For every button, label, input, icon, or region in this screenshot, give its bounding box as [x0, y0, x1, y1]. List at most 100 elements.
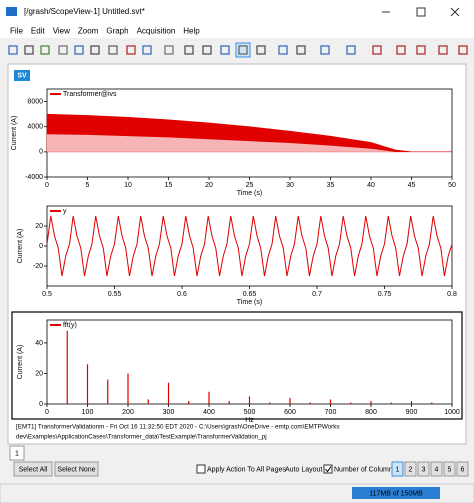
selected-panel[interactable]: [11, 311, 463, 420]
toolbar: [8, 42, 468, 58]
memory-bar: [352, 487, 440, 499]
toolbar-icon: [202, 45, 212, 55]
auto-layout-label[interactable]: Auto Layout: [285, 466, 322, 473]
column-button[interactable]: [456, 461, 469, 477]
x-axis-label: Time (s): [237, 299, 262, 306]
x-tick-label: 100: [82, 409, 94, 416]
menu-item[interactable]: Zoom: [78, 27, 99, 36]
x-tick-label: 0.6: [177, 291, 187, 298]
menu-item[interactable]: File: [10, 27, 23, 36]
x-tick-label: 15: [165, 182, 173, 189]
menu-item[interactable]: Help: [183, 27, 200, 36]
series-line: [46, 215, 453, 277]
x-tick-label: 700: [325, 409, 337, 416]
column-button[interactable]: [430, 461, 443, 477]
toolbar-icon: [74, 45, 84, 55]
toolbar-icon: [40, 45, 50, 55]
info-line: [EMT1] TransformerValidationm - Fri Oct …: [16, 424, 340, 431]
y-axis-label: Current (A): [17, 229, 24, 264]
y-tick-label: -20: [33, 263, 43, 270]
toolbar-icon: [438, 45, 448, 55]
toolbar-icon: [8, 45, 18, 55]
column-button[interactable]: [391, 461, 404, 477]
check-mark: [325, 466, 332, 473]
x-axis-label: Time (s): [237, 190, 262, 197]
columns-checkbox[interactable]: [323, 464, 333, 474]
maximize-button[interactable]: [416, 7, 426, 17]
select-none-button[interactable]: [54, 461, 99, 477]
x-tick-label: 200: [122, 409, 134, 416]
toolbar-icon: [296, 45, 306, 55]
x-tick-label: 1000: [444, 409, 460, 416]
column-button-label[interactable]: 2: [409, 466, 413, 473]
toolbar-icon: [458, 45, 468, 55]
x-tick-label: 30: [286, 182, 294, 189]
toolbar-icon: [372, 45, 382, 55]
menu-item[interactable]: Acquisition: [137, 27, 176, 36]
x-axis-label: Hz: [245, 417, 254, 424]
y-tick-label: 0: [39, 401, 43, 408]
toolbar-icon: [24, 45, 34, 55]
close-button[interactable]: [450, 7, 460, 17]
columns-label[interactable]: Number of Columns: [334, 466, 397, 473]
toolbar-icon: [238, 45, 248, 55]
toolbar-icon: [58, 45, 68, 55]
menu-item[interactable]: Edit: [31, 27, 46, 36]
page-tab-label[interactable]: 1: [15, 450, 19, 457]
x-tick-label: 0.5: [42, 291, 52, 298]
menu: File Edit View Zoom Graph Acquisition Help: [10, 27, 200, 36]
y-tick-label: 0: [39, 149, 43, 156]
x-tick-label: 300: [163, 409, 175, 416]
toolbar-button[interactable]: [235, 42, 251, 58]
toolbar-icon: [278, 45, 288, 55]
toolbar-icon: [184, 45, 194, 55]
plot-frame: [46, 205, 453, 287]
x-tick-label: 500: [244, 409, 256, 416]
toolbar-icon: [142, 45, 152, 55]
x-tick-label: 400: [203, 409, 215, 416]
app-icon: [6, 7, 17, 16]
title-bar: [0, 0, 474, 24]
select-all-button[interactable]: [13, 461, 53, 477]
column-buttons: 1 2 3 4 5 6: [391, 461, 469, 477]
toolbar-icon: [90, 45, 100, 55]
column-button-label[interactable]: 3: [422, 466, 426, 473]
column-button[interactable]: [443, 461, 456, 477]
sv-badge: [14, 70, 30, 81]
apply-all-checkbox[interactable]: [196, 464, 206, 474]
y-tick-label: 4000: [27, 124, 43, 131]
y-tick-label: -4000: [25, 174, 43, 181]
y-tick-label: 40: [35, 340, 43, 347]
x-tick-label: 10: [124, 182, 132, 189]
x-tick-label: 5: [86, 182, 90, 189]
column-button-label[interactable]: 5: [448, 466, 452, 473]
legend-label: y: [63, 208, 67, 215]
select-none-label[interactable]: Select None: [57, 466, 95, 473]
menu-item[interactable]: View: [53, 27, 70, 36]
legend-label: fft(y): [63, 322, 77, 329]
x-tick-label: 0.7: [312, 291, 322, 298]
y-axis-label: Current (A): [17, 345, 24, 380]
y-tick-label: 20: [35, 370, 43, 377]
x-tick-label: 45: [408, 182, 416, 189]
y-tick-label: 0: [39, 243, 43, 250]
y-tick-label: 20: [35, 223, 43, 230]
column-button-label[interactable]: 1: [396, 466, 400, 473]
toolbar-icon: [416, 45, 426, 55]
page-tab[interactable]: [9, 445, 25, 461]
y-axis-label: Current (A): [11, 116, 18, 151]
apply-all-label[interactable]: Apply Action To All Pages: [207, 466, 286, 473]
toolbar-icon: [164, 45, 174, 55]
select-all-label[interactable]: Select All: [19, 466, 48, 473]
column-button[interactable]: [417, 461, 430, 477]
x-tick-label: 0.75: [378, 291, 392, 298]
menu-item[interactable]: Graph: [106, 27, 128, 36]
x-tick-label: 0.55: [108, 291, 122, 298]
column-button-label[interactable]: 6: [461, 466, 465, 473]
x-tick-label: 600: [284, 409, 296, 416]
column-button-label[interactable]: 4: [435, 466, 439, 473]
x-tick-label: 0.65: [243, 291, 257, 298]
column-button[interactable]: [404, 461, 417, 477]
x-tick-label: 0: [45, 409, 49, 416]
toolbar-icon: [108, 45, 118, 55]
